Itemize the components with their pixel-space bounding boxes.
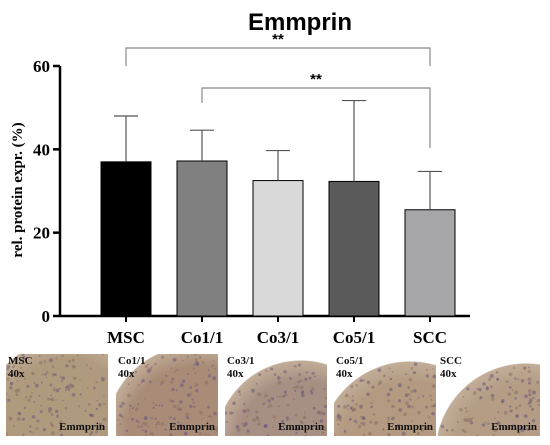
significance-bracket <box>201 87 431 148</box>
panel-label: Co1/1 <box>118 355 146 367</box>
panel-magnification: 40x <box>440 368 457 380</box>
x-tick-label: MSC <box>107 328 145 347</box>
bar-chart: Emmprin rel. protein expr. (%) 0 20 40 60 MS… <box>10 9 470 347</box>
y-tick-label: 20 <box>33 224 50 243</box>
tissue-section-image <box>334 354 436 436</box>
histology-panels: MSC 40x Emmprin Co1/1 40x Emmprin Co3/1 40x Emmp… <box>6 354 544 440</box>
panel-magnification: 40x <box>8 368 25 380</box>
bar <box>328 180 380 317</box>
plot-area: 0 20 40 60 MSC Co1/1 Co3/1 Co5/1 SCC ** ** <box>33 31 470 347</box>
panel-stain-label: Emmprin <box>169 421 215 433</box>
y-tick-label: 40 <box>33 140 50 159</box>
tissue-section-image <box>116 354 218 436</box>
histology-panel: Co5/1 40x Emmprin <box>334 354 436 436</box>
tissue-section-image <box>438 354 540 436</box>
histology-panel: SCC 40x Emmprin <box>438 354 540 436</box>
x-tick-label: SCC <box>413 328 447 347</box>
panel-magnification: 40x <box>227 368 244 380</box>
panel-stain-label: Emmprin <box>387 421 433 433</box>
y-tick-label: 60 <box>33 57 50 76</box>
bar <box>100 161 152 317</box>
significance-label: ** <box>272 31 284 48</box>
y-axis-label: rel. protein expr. (%) <box>10 122 26 257</box>
histology-panel: Co3/1 40x Emmprin <box>225 354 327 436</box>
chart-title: Emmprin <box>248 9 352 36</box>
y-tick-label: 0 <box>42 307 51 326</box>
panel-stain-label: Emmprin <box>278 421 324 433</box>
panel-label: Co3/1 <box>227 355 255 367</box>
panel-stain-label: Emmprin <box>491 421 537 433</box>
panel-stain-label: Emmprin <box>59 421 105 433</box>
significance-bracket <box>125 47 431 66</box>
tissue-section-image <box>6 354 108 436</box>
x-tick-label: Co1/1 <box>181 328 224 347</box>
bar <box>404 209 456 317</box>
x-tick-label: Co3/1 <box>257 328 300 347</box>
panel-label: MSC <box>8 355 33 367</box>
panel-label: Co5/1 <box>336 355 364 367</box>
significance-label: ** <box>310 71 322 88</box>
panel-magnification: 40x <box>118 368 135 380</box>
bar <box>252 180 304 317</box>
tissue-section-image <box>225 354 327 436</box>
histology-panel: Co1/1 40x Emmprin <box>116 354 218 436</box>
histology-panel: MSC 40x Emmprin <box>6 354 108 436</box>
panel-label: SCC <box>440 355 463 367</box>
x-tick-label: Co5/1 <box>333 328 376 347</box>
bar <box>176 160 228 317</box>
panel-magnification: 40x <box>336 368 353 380</box>
